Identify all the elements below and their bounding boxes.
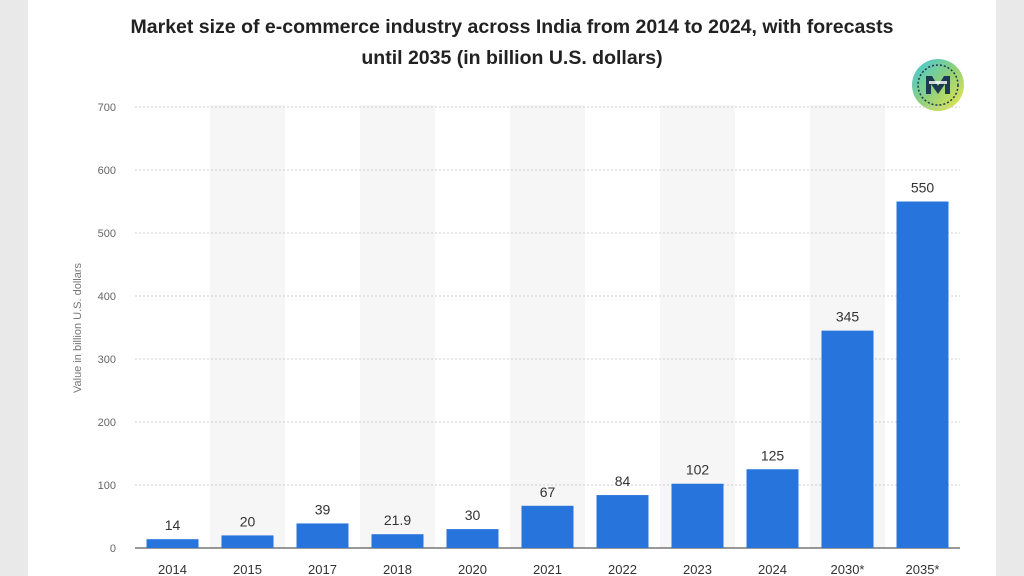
chart-band bbox=[660, 105, 735, 548]
chart-band bbox=[210, 105, 285, 548]
y-axis-ticks: 0 100 200 300 400 500 600 700 bbox=[98, 102, 116, 555]
value-label: 67 bbox=[540, 484, 556, 500]
bar-2018 bbox=[371, 534, 424, 548]
chart-title-line-2: until 2035 (in billion U.S. dollars) bbox=[361, 47, 663, 69]
value-label: 14 bbox=[165, 517, 181, 533]
bar-2022 bbox=[596, 495, 649, 548]
y-tick-label: 0 bbox=[110, 543, 116, 555]
x-tick-label: 2017 bbox=[308, 562, 337, 576]
value-label: 30 bbox=[465, 507, 481, 523]
value-label: 21.9 bbox=[384, 512, 411, 528]
bar-2024 bbox=[746, 469, 799, 548]
x-tick-label: 2024 bbox=[758, 562, 787, 576]
value-label: 102 bbox=[686, 462, 710, 478]
x-tick-label: 2018 bbox=[383, 562, 412, 576]
right-side-panel bbox=[996, 0, 1024, 576]
x-tick-label: 2021 bbox=[533, 562, 562, 576]
chart-grid bbox=[135, 106, 960, 549]
y-tick-label: 300 bbox=[98, 354, 116, 366]
y-tick-label: 500 bbox=[98, 228, 116, 240]
x-tick-label: 2035* bbox=[906, 562, 940, 576]
x-tick-label: 2014 bbox=[158, 562, 187, 576]
value-label: 84 bbox=[615, 473, 631, 489]
bar-2020 bbox=[446, 529, 499, 548]
value-label: 550 bbox=[911, 180, 935, 196]
chart-band bbox=[510, 105, 585, 548]
chart-band bbox=[360, 105, 435, 548]
x-tick-label: 2015 bbox=[233, 562, 262, 576]
y-tick-label: 200 bbox=[98, 417, 116, 429]
y-tick-label: 700 bbox=[98, 102, 116, 114]
digital-mihir-logo-icon bbox=[912, 59, 964, 111]
bar-2015 bbox=[221, 535, 274, 548]
value-label: 345 bbox=[836, 309, 860, 325]
left-side-panel bbox=[0, 0, 28, 576]
bar-2014 bbox=[146, 539, 199, 548]
x-tick-label: 2022 bbox=[608, 562, 637, 576]
value-label: 20 bbox=[240, 513, 256, 529]
y-tick-label: 600 bbox=[98, 165, 116, 177]
value-label: 125 bbox=[761, 447, 785, 463]
value-label: 39 bbox=[315, 501, 331, 517]
bar-value-labels: 14 20 39 21.9 30 67 84 102 125 345 550 bbox=[165, 180, 935, 534]
y-tick-label: 400 bbox=[98, 291, 116, 303]
bar-2021 bbox=[521, 505, 574, 548]
chart-bands bbox=[210, 105, 885, 548]
x-tick-label: 2023 bbox=[683, 562, 712, 576]
bar-2017 bbox=[296, 523, 349, 548]
chart-bars bbox=[146, 201, 949, 548]
x-tick-label: 2020 bbox=[458, 562, 487, 576]
x-tick-label: 2030* bbox=[831, 562, 865, 576]
chart-title-line-1: Market size of e-commerce industry acros… bbox=[130, 16, 894, 38]
bar-2030* bbox=[821, 330, 874, 548]
chart-title: Market size of e-commerce industry acros… bbox=[60, 12, 964, 74]
x-axis-ticks: 2014 2015 2017 2018 2020 2021 2022 2023 2024 2030… bbox=[158, 562, 939, 576]
bar-2023 bbox=[671, 483, 724, 548]
y-tick-label: 100 bbox=[98, 480, 116, 492]
bar-2035* bbox=[896, 201, 949, 548]
